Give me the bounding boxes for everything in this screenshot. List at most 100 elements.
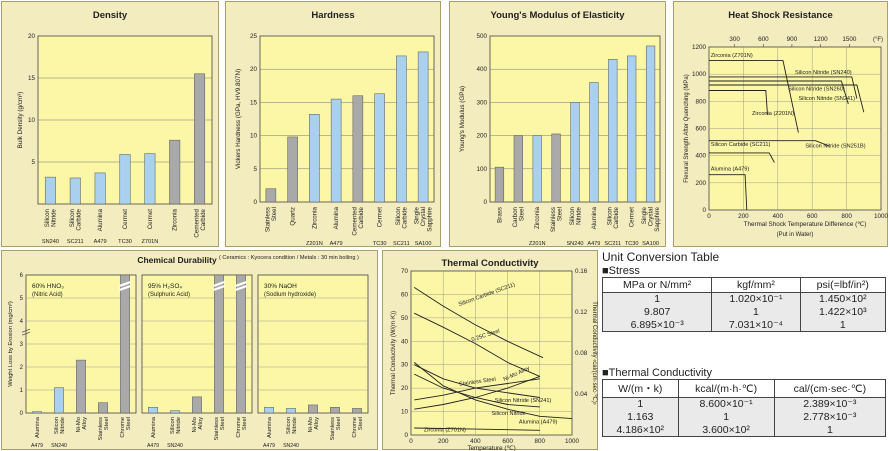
top-axis-unit: (°F) (873, 37, 883, 43)
x-tick-label: 0 (409, 438, 413, 445)
y-tick-label: 0 (253, 199, 257, 206)
x-tick-label: Zirconia (534, 206, 541, 229)
x-tick-label: Alumina (35, 416, 41, 438)
group-label: 95% H₂SO₄ (148, 283, 182, 290)
chemical-durability-chart-panel: Chemical Durability( Ceramics : Kyocera … (1, 250, 378, 450)
group-sublabel: (Sulphuric Acid) (148, 292, 190, 298)
series-line (709, 76, 858, 99)
y-tick-label: 0 (404, 432, 408, 439)
stress-table: MPa or N/mm² kgf/mm² psi(=lbf/in²) 1 1.0… (601, 277, 887, 332)
series-line (414, 312, 540, 377)
y-tick-label: 5 (20, 296, 24, 302)
grade-label: SN240 (283, 443, 299, 449)
thermal-header-cell: kcal/(m·h·℃) (677, 379, 775, 398)
bar (144, 153, 156, 205)
x-tick-label: Alloy (82, 417, 88, 430)
chem-chart-title: Chemical Durability (137, 255, 217, 265)
thermal-heading: ■Thermal Conductivity (602, 367, 712, 379)
x-tick-label: Silicon (286, 417, 292, 434)
x-tick-label: 1000 (565, 438, 580, 445)
thermal-conductivity-chart: 0 200 400 600 800 1000 0 10 20 30 40 50 60 70 Silicon … (391, 268, 597, 451)
bar (287, 136, 298, 203)
thermal-conductivity-chart-panel: Thermal Conductivity 0 200 400 600 800 1000 0 1… (382, 250, 598, 451)
x-tick-label: Carbon (512, 206, 519, 227)
x-tick-label: Steel (220, 417, 226, 430)
bar (309, 114, 320, 203)
x-tick-label: Alumina (591, 206, 598, 229)
x-tick-label: Alumina (151, 416, 157, 438)
x-tick-label: Chrome (120, 417, 126, 438)
stress-header-cell: kgf/mm² (711, 277, 801, 293)
bar (352, 408, 362, 414)
thermal-conductivity-chart-title: Thermal Conductivity (441, 258, 539, 269)
grade-label: TC30 (118, 239, 132, 245)
y-tick-label: 10 (250, 133, 258, 140)
series-label: Silicon Carbide (SC211) (711, 142, 771, 148)
y-axis-label: Vickers Hardness (GPa, HV9.807N) (235, 69, 242, 169)
group-label: 30% NaOH (264, 283, 297, 290)
heat-shock-chart-panel: Heat Shock Resistance 0 200 400 600 800 1000 0… (673, 1, 888, 247)
x-tick-label: Stainless (265, 207, 272, 232)
y-tick-label: 30 (401, 362, 409, 369)
thermal-cell: 3.600×10² (677, 423, 775, 437)
series-label: Silicon Nitride (SN260) (788, 86, 845, 92)
y-tick-label: 200 (476, 133, 487, 140)
x-tick-label: 600 (807, 213, 818, 220)
stress-cell: 7.031×10⁻⁴ (711, 318, 801, 332)
y-tick-label: 100 (476, 166, 487, 173)
x-tick-label: Brass (496, 207, 503, 223)
x-tick-label: 600 (502, 438, 513, 445)
y-tick-label: 15 (250, 99, 258, 106)
density-chart-panel: Density 5 10 15 20 Bulk Density (g/cm³) Silic… (1, 1, 219, 247)
bar (513, 135, 523, 203)
y-tick-label: 300 (476, 99, 487, 106)
grade-label: SN240 (566, 241, 583, 247)
grade-label: SA100 (415, 241, 432, 247)
x-tick-label: Silicon (569, 206, 576, 225)
bar (374, 93, 385, 203)
x-tick-label: 800 (535, 438, 546, 445)
bar (330, 407, 340, 414)
x-tick-label: Steel (126, 417, 132, 430)
x-tick-label: Single (641, 206, 648, 224)
series-line (709, 174, 748, 211)
series-label: Zirconia (Z201N) (752, 111, 794, 117)
series-label: Silicon Nitride (SN241) (798, 96, 855, 102)
thermal-cell: 1 (773, 423, 887, 437)
y-tick-label: 0 (702, 207, 706, 214)
thermal-cell: 1.163 (602, 410, 679, 424)
series-line (709, 90, 768, 115)
x-tick-label: Alumina (97, 208, 104, 231)
bar (194, 73, 206, 205)
x-axis-label: Temperature (℃) (467, 445, 515, 451)
group-sublabel: (Nitric Acid) (32, 292, 63, 298)
stress-header-cell: MPa or N/mm² (601, 277, 713, 293)
series-line (709, 152, 775, 163)
axis-break-mark (119, 280, 131, 292)
x-tick-label: Carbide (402, 206, 409, 228)
top-tick-label: 1500 (842, 36, 857, 43)
x-tick-label: Cemented (193, 208, 200, 237)
y-tick-label: 200 (695, 180, 706, 187)
stress-header-cell: psi(=lbf/in²) (799, 277, 887, 293)
table-row: 6.895×10⁻³ 7.031×10⁻⁴ 1 (601, 318, 887, 332)
series-label: Alumina (A479) (711, 167, 750, 173)
bar (308, 404, 318, 414)
x-tick-label: Silicon (170, 417, 176, 434)
heat-shock-chart-title: Heat Shock Resistance (728, 10, 833, 21)
grade-label: SN240 (167, 443, 183, 449)
x-tick-label: Nitride (292, 417, 298, 434)
x-tick-label: Carbide (613, 206, 620, 228)
x-tick-label: Single (414, 206, 421, 224)
x-tick-label: 800 (841, 213, 852, 220)
y-tick-label: 5 (253, 166, 257, 173)
x-tick-label: Ni-Mo (76, 417, 82, 432)
youngs-modulus-chart-title: Young's Modulus of Elasticity (490, 10, 625, 21)
x-tick-label: Sapphire (427, 206, 434, 231)
thermal-header-cell: cal/(cm·sec·℃) (773, 379, 887, 398)
table-row: 1.163 1 2.778×10⁻³ (602, 410, 887, 424)
stress-cell: 9.807 (601, 305, 713, 319)
series-label: Zirconia (Z701N) (711, 53, 753, 59)
x-tick-label: 200 (438, 438, 449, 445)
